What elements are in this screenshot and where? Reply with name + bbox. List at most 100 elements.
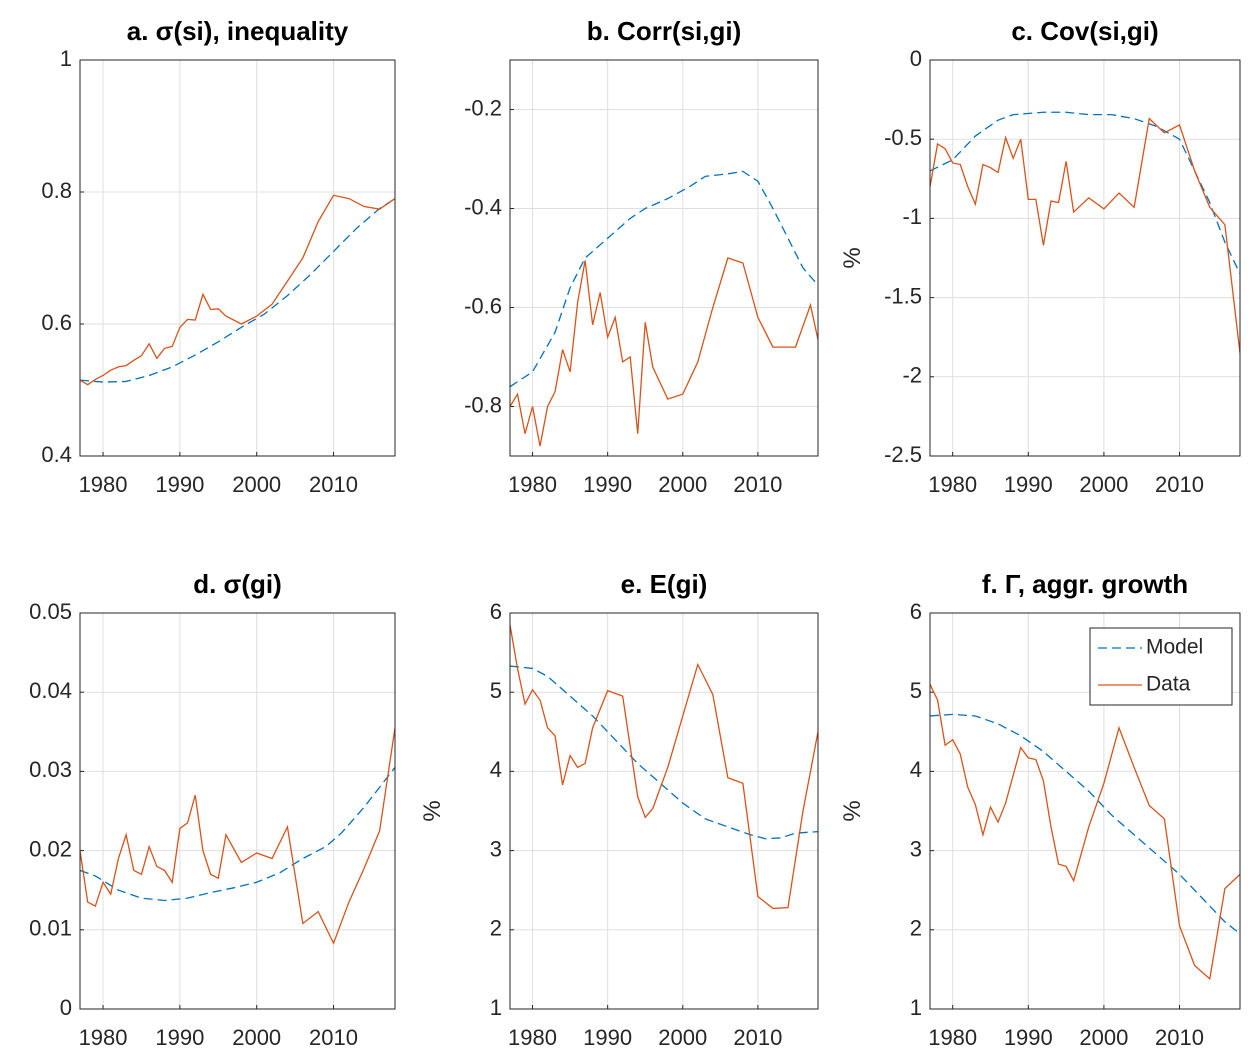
y-tick-label: -0.5	[884, 125, 922, 150]
y-tick-label: 4	[490, 757, 502, 782]
x-tick-label: 1980	[928, 472, 977, 497]
data-line	[80, 767, 395, 902]
y-tick-label: -2	[902, 363, 922, 388]
x-tick-label: 2000	[1079, 1025, 1128, 1050]
y-tick-label: 6	[490, 599, 502, 624]
y-tick-label: -2.5	[884, 442, 922, 467]
data-line	[930, 111, 1240, 275]
y-tick-label: -0.8	[464, 392, 502, 417]
x-tick-label: 1990	[155, 1025, 204, 1050]
x-tick-label: 1980	[928, 1025, 977, 1050]
data-line	[930, 117, 1240, 354]
y-tick-label: 1	[60, 46, 72, 71]
data-line	[510, 665, 818, 840]
panel: 1980 1990 2000 2010 0 0.01 0.02 0.03 0.04 0.05 d. …	[29, 569, 396, 1050]
x-tick-label: 2010	[1155, 472, 1204, 497]
axes-box	[509, 59, 819, 457]
x-tick-label: 2000	[658, 1025, 707, 1050]
x-tick-label: 1990	[1004, 472, 1053, 497]
chart-title: b. Corr(si,gi)	[587, 16, 742, 46]
y-tick-label: -0.6	[464, 293, 502, 318]
x-tick-label: 1980	[508, 1025, 557, 1050]
y-tick-label: 0.03	[29, 757, 72, 782]
y-tick-label: -0.4	[464, 194, 502, 219]
x-tick-label: 1980	[79, 1025, 128, 1050]
data-line	[510, 170, 818, 388]
y-tick-label: 1	[910, 995, 922, 1020]
y-tick-label: 5	[490, 678, 502, 703]
y-tick-label: 0	[910, 46, 922, 71]
panel: 1980 1990 2000 2010 1 2 3 4 5 6 f. Γ, aggr. growth…	[839, 569, 1241, 1050]
y-tick-label: 0.05	[29, 599, 72, 624]
y-tick-label: -0.2	[464, 95, 502, 120]
x-tick-label: 1980	[79, 472, 128, 497]
chart-title: c. Cov(si,gi)	[1011, 16, 1158, 46]
data-line	[510, 624, 818, 910]
x-tick-label: 1990	[583, 1025, 632, 1050]
axes-box	[929, 59, 1241, 457]
y-tick-label: 5	[910, 678, 922, 703]
x-tick-label: 2000	[1079, 472, 1128, 497]
axes-box	[79, 59, 396, 457]
y-tick-label: 0.4	[41, 442, 72, 467]
legend-box	[1089, 627, 1233, 706]
x-tick-label: 2000	[658, 472, 707, 497]
lines	[930, 684, 1240, 981]
lines	[80, 194, 395, 386]
data-line	[80, 194, 395, 386]
x-tick-label: 2010	[1155, 1025, 1204, 1050]
chart-title: f. Γ, aggr. growth	[982, 569, 1188, 599]
x-tick-label: 1980	[508, 472, 557, 497]
y-tick-label: 6	[910, 599, 922, 624]
lines	[930, 111, 1240, 354]
axes-box	[79, 612, 396, 1010]
data-line	[510, 257, 818, 447]
y-axis-label: %	[839, 247, 866, 268]
y-tick-label: -1	[902, 204, 922, 229]
data-line	[80, 727, 395, 945]
axes-box	[509, 612, 819, 1010]
x-tick-label: 2010	[733, 1025, 782, 1050]
data-line	[930, 713, 1240, 935]
y-tick-label: 0.04	[29, 678, 72, 703]
y-tick-label: 0.01	[29, 916, 72, 941]
x-tick-label: 1990	[155, 472, 204, 497]
y-tick-label: 3	[910, 836, 922, 861]
data-line	[930, 684, 1240, 981]
y-tick-label: 0	[60, 995, 72, 1020]
panel: 1980 1990 2000 2010 0.4 0.6 0.8 1 a. σ(si), ineq…	[41, 16, 396, 497]
axes-box	[929, 612, 1241, 1010]
x-tick-label: 1990	[583, 472, 632, 497]
lines	[80, 727, 395, 945]
chart-title: d. σ(gi)	[193, 569, 282, 599]
panel: 1980 1990 2000 2010 -2.5 -2 -1.5 -1 -0.5 0 c. Cov(…	[839, 16, 1241, 497]
plot-area	[80, 613, 395, 1009]
lines	[510, 624, 818, 910]
x-tick-label: 2010	[309, 472, 358, 497]
plot-area	[80, 60, 395, 456]
y-tick-label: 3	[490, 836, 502, 861]
panel: 1980 1990 2000 2010 1 2 3 4 5 6 e. E(gi)%	[419, 569, 819, 1050]
y-axis-label: %	[419, 800, 446, 821]
panel: 1980 1990 2000 2010 -0.8 -0.6 -0.4 -0.2 b. Corr(…	[464, 16, 819, 497]
legend-label: Data	[1146, 673, 1191, 696]
y-tick-label: 2	[490, 916, 502, 941]
x-tick-label: 2000	[232, 1025, 281, 1050]
plot-area	[510, 60, 818, 456]
y-axis-label: %	[839, 800, 866, 821]
data-line	[80, 198, 395, 383]
x-tick-label: 1990	[1004, 1025, 1053, 1050]
lines	[510, 170, 818, 447]
y-tick-label: 2	[910, 916, 922, 941]
y-tick-label: 4	[910, 757, 922, 782]
y-tick-label: 0.8	[41, 178, 72, 203]
plot-area	[510, 613, 818, 1009]
legend-label: Model	[1146, 636, 1203, 659]
y-tick-label: 0.6	[41, 310, 72, 335]
x-tick-label: 2000	[232, 472, 281, 497]
x-tick-label: 2010	[309, 1025, 358, 1050]
y-tick-label: 0.02	[29, 836, 72, 861]
plot-area	[930, 60, 1240, 456]
y-tick-label: 1	[490, 995, 502, 1020]
